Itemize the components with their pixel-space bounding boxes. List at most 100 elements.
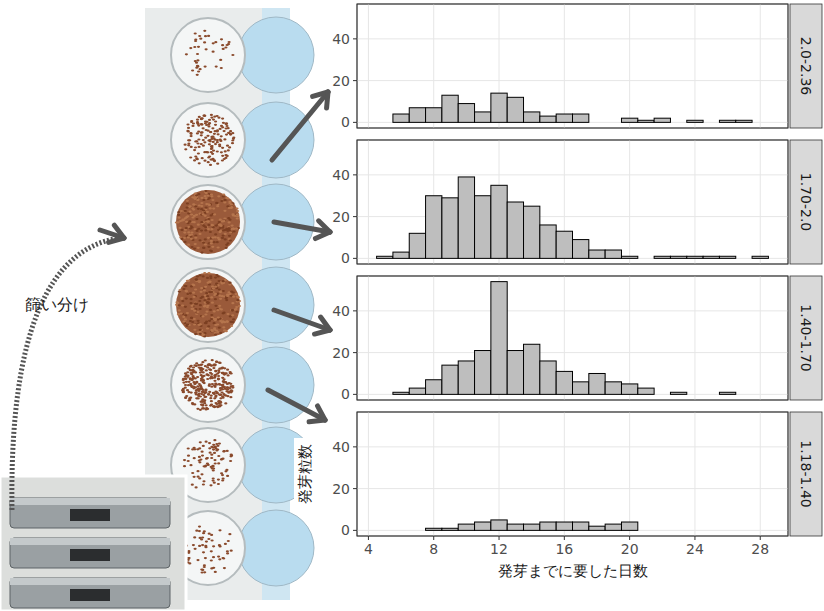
seed bbox=[210, 228, 213, 230]
seed bbox=[220, 125, 223, 127]
seed bbox=[208, 155, 211, 157]
seed bbox=[218, 362, 221, 364]
seed bbox=[235, 311, 238, 313]
seed bbox=[213, 482, 216, 484]
seed bbox=[205, 458, 208, 460]
seed bbox=[217, 483, 220, 485]
seed bbox=[196, 59, 199, 61]
seed bbox=[184, 285, 187, 287]
seed bbox=[211, 224, 214, 226]
seed bbox=[191, 379, 194, 381]
seed bbox=[185, 227, 188, 229]
seed bbox=[225, 123, 228, 125]
seed bbox=[194, 32, 197, 34]
seed bbox=[223, 130, 226, 132]
seed bbox=[202, 275, 205, 277]
seed bbox=[223, 567, 226, 569]
seed bbox=[198, 545, 201, 547]
seed bbox=[229, 239, 232, 241]
y-tick-label: 40 bbox=[332, 439, 350, 455]
x-grid bbox=[694, 276, 695, 400]
seed bbox=[188, 397, 191, 399]
seed bbox=[210, 454, 213, 456]
seed bbox=[202, 247, 205, 249]
seed bbox=[210, 567, 213, 569]
seed bbox=[210, 400, 213, 402]
seed bbox=[220, 67, 223, 69]
seed-mass bbox=[176, 273, 240, 337]
bar bbox=[475, 522, 491, 530]
seed bbox=[223, 450, 226, 452]
seed bbox=[231, 314, 234, 316]
seed bbox=[219, 394, 222, 396]
seed bbox=[193, 476, 196, 478]
seed bbox=[193, 248, 196, 250]
seed bbox=[197, 387, 200, 389]
seed bbox=[207, 325, 210, 327]
seed bbox=[210, 159, 213, 161]
seed bbox=[196, 74, 199, 76]
seed bbox=[222, 220, 225, 222]
seed bbox=[199, 68, 202, 70]
seed bbox=[214, 130, 217, 132]
seed bbox=[210, 114, 213, 116]
seed bbox=[195, 62, 198, 64]
seed bbox=[207, 364, 210, 366]
seed bbox=[216, 241, 219, 243]
seed bbox=[193, 383, 196, 385]
seed bbox=[213, 380, 216, 382]
seed bbox=[230, 455, 233, 457]
petri-dish bbox=[171, 185, 245, 259]
seed bbox=[227, 540, 230, 542]
seed bbox=[203, 115, 206, 117]
seed bbox=[231, 321, 234, 323]
seed bbox=[219, 59, 222, 61]
seed bbox=[224, 233, 227, 235]
seed bbox=[216, 373, 219, 375]
x-grid bbox=[694, 4, 695, 128]
y-tick bbox=[353, 80, 357, 81]
seed bbox=[178, 217, 181, 219]
seed bbox=[185, 374, 188, 376]
seed bbox=[202, 445, 205, 447]
seed bbox=[216, 150, 219, 152]
petri-dish bbox=[171, 18, 245, 92]
bar bbox=[442, 528, 458, 530]
seed bbox=[193, 46, 196, 48]
seed bbox=[207, 156, 210, 158]
seed bbox=[225, 244, 228, 246]
seed bbox=[191, 484, 194, 486]
seed bbox=[216, 115, 219, 117]
seed bbox=[219, 298, 222, 300]
seed bbox=[210, 147, 213, 149]
seed bbox=[210, 195, 213, 197]
seed bbox=[200, 124, 203, 126]
seed bbox=[186, 293, 189, 295]
seed bbox=[216, 163, 219, 165]
seed bbox=[226, 230, 229, 232]
seed bbox=[207, 35, 210, 37]
seed bbox=[225, 299, 228, 301]
x-grid bbox=[368, 140, 369, 264]
seed-mass bbox=[176, 190, 240, 254]
seed bbox=[200, 400, 203, 402]
seed bbox=[203, 289, 206, 291]
seed bbox=[236, 210, 239, 212]
seed bbox=[198, 233, 201, 235]
seed bbox=[197, 152, 200, 154]
seed bbox=[213, 384, 216, 386]
seed bbox=[200, 287, 203, 289]
bar bbox=[540, 116, 556, 122]
seed bbox=[201, 388, 204, 390]
seed bbox=[202, 199, 205, 201]
seed bbox=[207, 246, 210, 248]
seed bbox=[211, 246, 214, 248]
seed bbox=[204, 238, 207, 240]
seed bbox=[191, 125, 194, 127]
bar bbox=[393, 114, 409, 122]
seed bbox=[189, 397, 192, 399]
seed bbox=[180, 313, 183, 315]
x-grid bbox=[368, 276, 369, 400]
bar bbox=[393, 252, 409, 258]
seed bbox=[210, 117, 213, 119]
